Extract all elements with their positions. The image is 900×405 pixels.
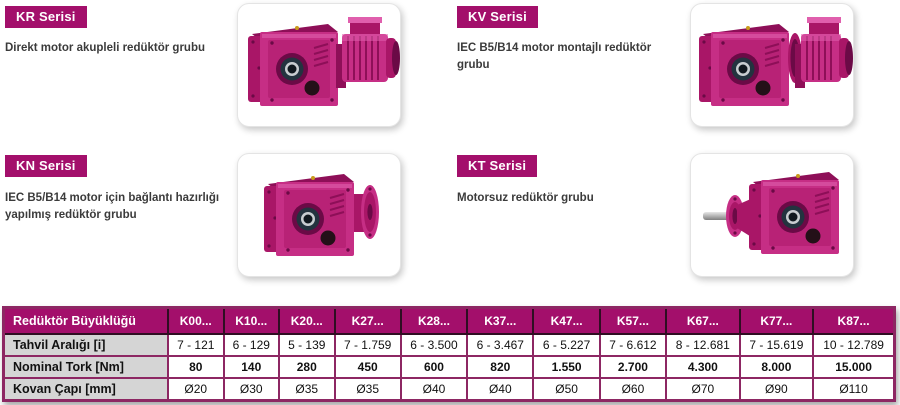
table-cell: 7 - 15.619 [738, 333, 815, 357]
table-cell: Ø110 [812, 377, 896, 402]
series-badge-kn: KN Serisi [5, 155, 87, 177]
table-cell: 6 - 3.500 [399, 333, 469, 357]
table-cell: 7 - 1.759 [333, 333, 402, 357]
table-row-label: Kovan Çapı [mm] [2, 377, 169, 402]
series-description-kv: IEC B5/B14 motor montajlı redüktör grubu [457, 42, 652, 71]
reducer-spec-table: Redüktör Büyüklüğü K00... K10... K20... K27.… [2, 306, 896, 402]
table-cell: Ø35 [333, 377, 402, 402]
table-col-header: K28... [399, 307, 468, 335]
table-cell: 600 [399, 355, 469, 379]
table-cell: 7 - 121 [167, 333, 225, 357]
table-cell: Ø70 [665, 377, 741, 402]
kv-gearbox-motor-image [699, 17, 853, 106]
table-col-header: K87... [812, 307, 895, 335]
table-cell: 7 - 6.612 [598, 333, 668, 357]
table-cell: 10 - 12.789 [812, 333, 896, 357]
series-badge-kr: KR Serisi [5, 6, 87, 28]
table-cell: 2.700 [598, 355, 668, 379]
table-cell: 5 - 139 [278, 333, 336, 357]
table-cell: Ø60 [598, 377, 668, 402]
table-col-header: K57... [598, 307, 667, 335]
table-cell: Ø90 [738, 377, 815, 402]
table-col-header: K10... [222, 307, 279, 335]
table-cell: Ø40 [466, 377, 535, 402]
kn-gearbox-flange-image [264, 174, 379, 256]
table-header-size-label: Redüktör Büyüklüğü [3, 307, 168, 335]
table-cell: 80 [167, 355, 225, 379]
table-cell: 6 - 129 [222, 333, 280, 357]
table-cell: 1.550 [532, 355, 601, 379]
series-description-kr: Direkt motor akupleli redüktör grubu [5, 42, 205, 54]
series-badge-kt: KT Serisi [457, 155, 538, 177]
table-cell: 140 [222, 355, 280, 379]
product-image-card-kr [237, 3, 401, 127]
table-row: Nominal Tork [Nm] 80 140 280 450 600 820 1.550 2… [2, 355, 896, 379]
kt-gearbox-shaft-image [703, 172, 839, 254]
table-header-row: Redüktör Büyüklüğü K00... K10... K20... K27.… [3, 307, 895, 335]
table-cell: 15.000 [812, 355, 896, 379]
table-col-header: K37... [466, 307, 534, 335]
table-col-header: K77... [738, 307, 814, 335]
table-col-header: K67... [665, 307, 740, 335]
table-cell: 4.300 [665, 355, 741, 379]
table-cell: 820 [466, 355, 535, 379]
table-cell: 6 - 5.227 [532, 333, 601, 357]
table-col-header: K47... [532, 307, 600, 335]
table-cell: 8.000 [738, 355, 815, 379]
table-col-header: K27... [333, 307, 401, 335]
table-cell: Ø50 [532, 377, 601, 402]
series-description-kn: IEC B5/B14 motor için bağlantı hazırlığı… [5, 192, 220, 221]
table-row: Kovan Çapı [mm] Ø20 Ø30 Ø35 Ø35 Ø40 Ø40 Ø50 Ø60 Ø… [2, 377, 896, 402]
table-row-label: Nominal Tork [Nm] [2, 355, 169, 379]
table-col-header: K00... [167, 307, 224, 335]
series-description-kt: Motorsuz redüktör grubu [457, 192, 594, 204]
table-cell: Ø40 [399, 377, 469, 402]
table-cell: 450 [333, 355, 402, 379]
table-col-header: K20... [278, 307, 335, 335]
table-row-label: Tahvil Aralığı [i] [2, 333, 169, 357]
table-cell: Ø35 [278, 377, 336, 402]
series-badge-kv: KV Serisi [457, 6, 538, 28]
product-image-card-kv [690, 3, 854, 127]
table-cell: 6 - 3.467 [466, 333, 535, 357]
table-row: Tahvil Aralığı [i] 7 - 121 6 - 129 5 - 139 7… [2, 333, 896, 357]
product-image-card-kn [237, 153, 401, 277]
table-cell: Ø30 [222, 377, 280, 402]
kr-gearbox-motor-image [248, 17, 400, 106]
table-cell: 8 - 12.681 [665, 333, 741, 357]
product-image-card-kt [690, 153, 854, 277]
table-cell: 280 [278, 355, 336, 379]
table-cell: Ø20 [167, 377, 225, 402]
spec-table-container: Redüktör Büyüklüğü K00... K10... K20... K27.… [2, 306, 896, 402]
